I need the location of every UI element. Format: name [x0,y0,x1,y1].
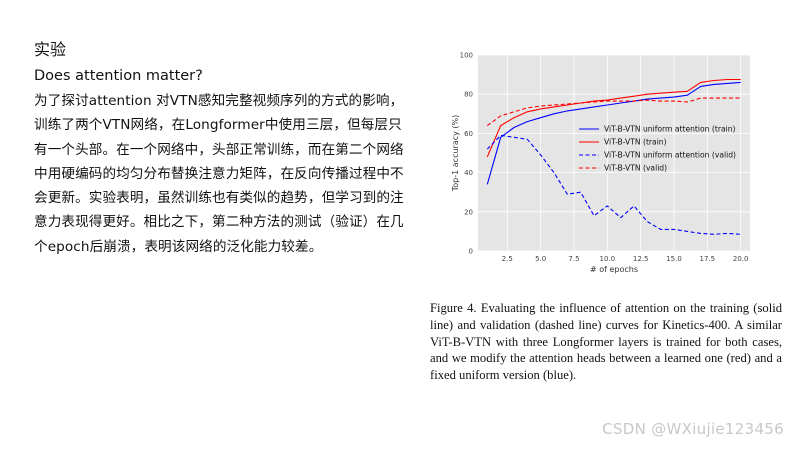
x-axis-label: # of epochs [590,265,638,274]
text-column: 实验 Does attention matter? 为了探讨attention … [34,36,406,259]
plot-area [478,55,750,251]
series-line-2 [486,134,741,235]
series-line-3 [486,97,741,127]
section-heading: 实验 [34,40,67,59]
section-subheading: Does attention matter? [34,68,203,84]
y-tick-label: 100 [460,52,473,60]
legend-label: ViT-B-VTN (train) [604,138,667,147]
x-tick-label: 10.0 [600,255,616,263]
y-axis-label: Top-1 accuracy (%) [451,115,460,193]
y-tick-label: 60 [464,130,473,138]
legend-label: ViT-B-VTN (valid) [604,164,667,173]
x-tick-label: 12.5 [633,255,649,263]
x-tick-label: 2.5 [502,255,513,263]
x-tick-label: 20.0 [733,255,749,263]
body-paragraph: 为了探讨attention 对VTN感知完整视频序列的方式的影响，训练了两个VT… [34,93,404,255]
legend-label: ViT-B-VTN uniform attention (train) [604,125,736,134]
y-tick-label: 20 [464,208,473,216]
y-tick-label: 40 [464,169,473,177]
y-tick-label: 80 [464,91,473,99]
x-tick-label: 7.5 [568,255,579,263]
watermark: CSDN @WXiujie123456 [602,420,784,438]
series-line-0 [486,81,741,185]
figure-caption: Figure 4. Evaluating the influence of at… [430,301,782,383]
x-tick-label: 17.5 [700,255,716,263]
chart-svg: 0 20 40 60 80 100 2.5 5.0 7.5 10.0 12.5 15.0 17.5 20.… [451,52,750,274]
accuracy-chart: 0 20 40 60 80 100 2.5 5.0 7.5 10.0 12.5 15.0 17.5 20.… [434,44,764,284]
series-line-1 [486,78,741,158]
x-tick-label: 5.0 [535,255,546,263]
legend-label: ViT-B-VTN uniform attention (valid) [604,151,736,160]
x-tick-label: 15.0 [666,255,682,263]
y-tick-label: 0 [469,248,473,256]
